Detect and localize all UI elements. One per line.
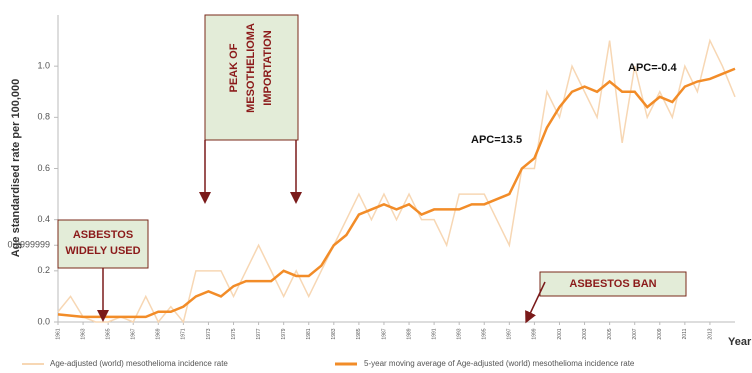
y-tick-label: 1.0 [37, 61, 50, 71]
x-tick-label: 1993 [457, 328, 463, 339]
y-tick-label: 0.4 [37, 214, 50, 224]
annotation-text: ASBESTOS BAN [569, 278, 656, 290]
annotation-box [204, 14, 299, 141]
series-line [57, 38, 736, 324]
x-tick-label: 2007 [632, 328, 638, 339]
series-line [57, 67, 736, 319]
x-tick-label: 2011 [682, 328, 688, 339]
annotation-text: ASBESTOS [73, 229, 133, 241]
x-tick-label: 1971 [181, 328, 187, 339]
x-tick-label: 1981 [306, 328, 312, 339]
annotation-text: APC=-0.4 [628, 62, 677, 74]
y-tick-label: 0.0 [37, 316, 50, 326]
annotation-text: MESOTHELIOMA [245, 23, 257, 113]
annotation-text: IMPORTATION [262, 30, 274, 105]
x-tick-label: 1979 [281, 328, 287, 339]
x-tick-label: 1991 [431, 328, 437, 339]
legend-label: 5-year moving average of Age-adjusted (w… [364, 359, 635, 368]
x-tick-label: 1975 [231, 328, 237, 339]
y-tick-label: 0.6 [37, 163, 50, 173]
annotation-group: PEAK OF MESOTHELIOMA IMPORTATION [228, 23, 274, 113]
x-tick-label: 1973 [206, 328, 212, 339]
x-tick-label: 2005 [607, 328, 613, 339]
y-axis-label: Age standardised rate per 100,000 [10, 79, 22, 258]
annotation-arrow [525, 281, 546, 324]
x-tick-label: 1989 [406, 328, 412, 339]
x-tick-label: 1995 [482, 328, 488, 339]
x-tick-label: 1961 [55, 328, 61, 339]
x-tick-label: 1969 [156, 328, 162, 339]
x-tick-label: 1967 [131, 328, 137, 339]
x-tick-label: 1965 [105, 328, 111, 339]
x-tick-label: 1983 [331, 328, 337, 339]
x-tick-label: 1987 [381, 328, 387, 339]
annotation-text: PEAK OF [228, 43, 240, 92]
x-tick-label: 1985 [356, 328, 362, 339]
annotation-box [57, 219, 149, 269]
x-tick-label: 2013 [707, 328, 713, 339]
x-tick-label: 1999 [532, 328, 538, 339]
x-tick-label: 2009 [657, 328, 663, 339]
x-tick-label: 1997 [507, 328, 513, 339]
x-axis-label: Year [728, 336, 752, 348]
x-tick-label: 2001 [557, 328, 563, 339]
x-tick-label: 1977 [256, 328, 262, 339]
x-tick-label: 1963 [80, 328, 86, 339]
annotation-text: WIDELY USED [65, 245, 140, 257]
y-tick-label: 0.2 [37, 265, 50, 275]
annotation-box [539, 271, 687, 297]
annotation-text: APC=13.5 [471, 134, 522, 146]
legend-label: Age-adjusted (world) mesothelioma incide… [50, 359, 228, 368]
y-tick-label: 0.8 [37, 112, 50, 122]
y-tick-label: 0.2999999 [7, 240, 50, 250]
x-tick-label: 2003 [582, 328, 588, 339]
